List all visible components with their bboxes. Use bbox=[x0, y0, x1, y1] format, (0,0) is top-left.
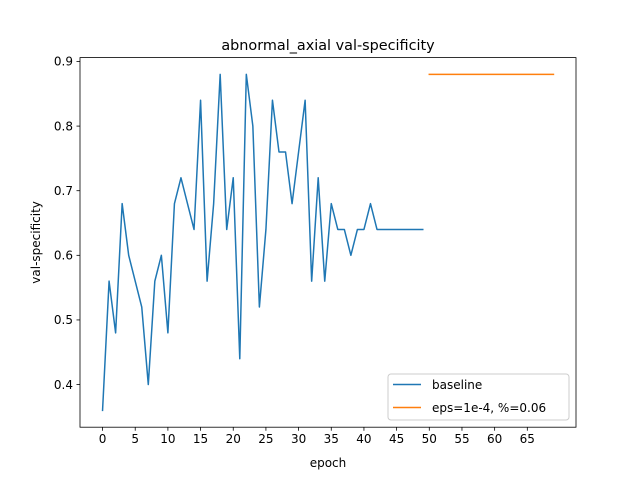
y-tick-label: 0.9 bbox=[54, 55, 73, 69]
x-tick-label: 15 bbox=[193, 432, 208, 446]
legend: baseline eps=1e-4, %=0.06 bbox=[387, 373, 570, 421]
plot-frame bbox=[79, 57, 577, 428]
x-tick-label: 10 bbox=[160, 432, 175, 446]
y-tick-label: 0.6 bbox=[54, 249, 73, 263]
x-tick-label: 5 bbox=[131, 432, 139, 446]
x-tick-label: 20 bbox=[226, 432, 241, 446]
x-tick-label: 50 bbox=[422, 432, 437, 446]
y-axis-label: val-specificity bbox=[29, 201, 43, 284]
y-tick-label: 0.8 bbox=[54, 119, 73, 133]
series-line-0 bbox=[101, 73, 424, 412]
series-layer bbox=[101, 73, 555, 412]
x-tick-label: 60 bbox=[487, 432, 502, 446]
x-axis-ticks: 0 5 10 15 20 25 30 35 40 45 50 55 60 65 bbox=[99, 427, 535, 446]
legend-label-eps: eps=1e-4, %=0.06 bbox=[432, 401, 546, 415]
x-tick-label: 25 bbox=[258, 432, 273, 446]
legend-label-baseline: baseline bbox=[432, 378, 482, 392]
x-tick-label: 0 bbox=[99, 432, 107, 446]
y-axis-ticks: 0.4 0.5 0.6 0.7 0.8 0.9 bbox=[54, 55, 80, 392]
legend-box bbox=[387, 373, 570, 421]
x-tick-label: 65 bbox=[520, 432, 535, 446]
x-tick-label: 45 bbox=[389, 432, 404, 446]
y-tick-label: 0.7 bbox=[54, 184, 73, 198]
x-tick-label: 35 bbox=[324, 432, 339, 446]
y-tick-label: 0.5 bbox=[54, 313, 73, 327]
y-tick-label: 0.4 bbox=[54, 378, 73, 392]
x-tick-label: 40 bbox=[356, 432, 371, 446]
x-tick-label: 30 bbox=[291, 432, 306, 446]
x-axis-label: epoch bbox=[310, 456, 347, 470]
chart-title: abnormal_axial val-specificity bbox=[221, 38, 435, 54]
x-tick-label: 55 bbox=[454, 432, 469, 446]
